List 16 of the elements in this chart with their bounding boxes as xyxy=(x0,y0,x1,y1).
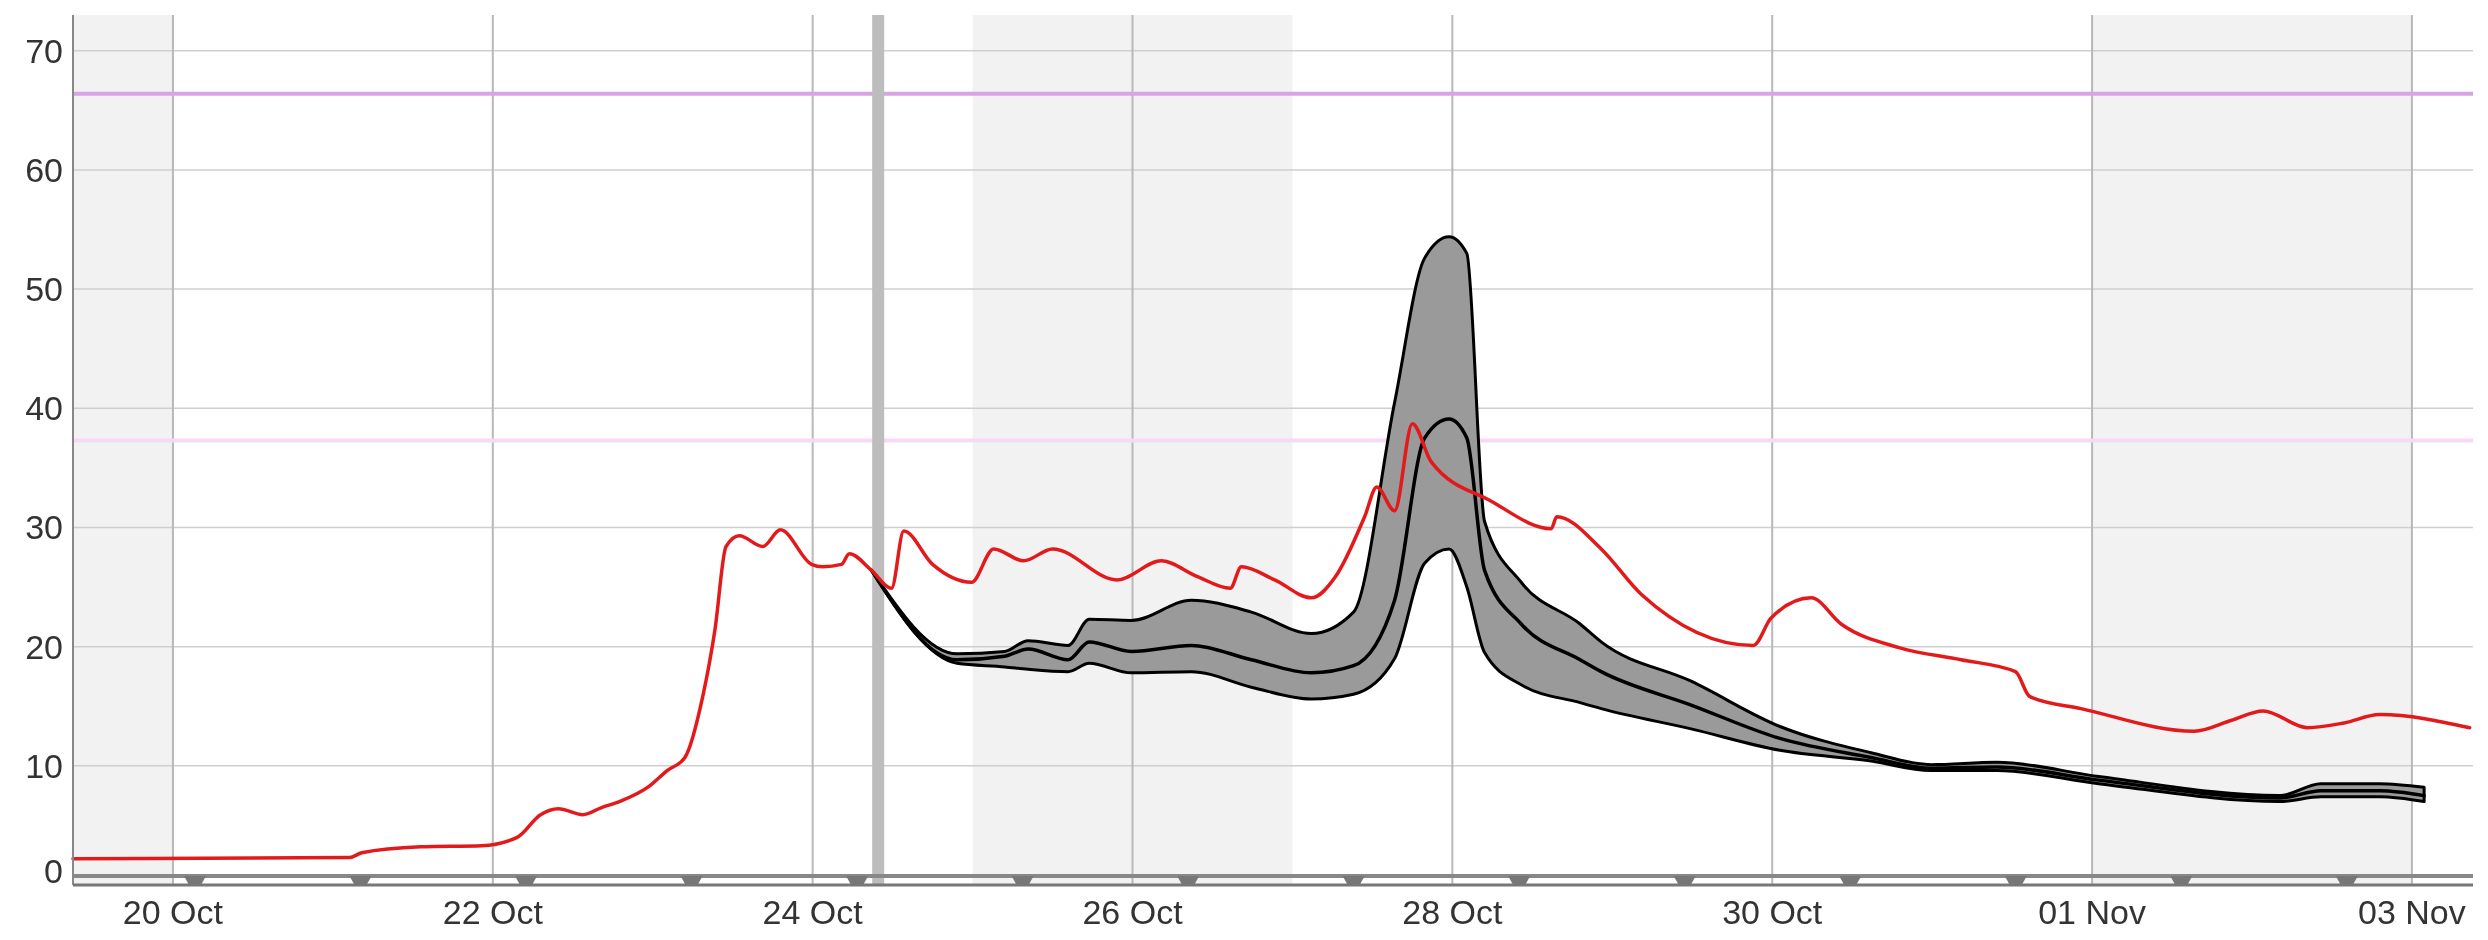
x-tick-label: 30 Oct xyxy=(1722,893,1823,931)
y-tick-label: 10 xyxy=(25,746,63,785)
x-tick-label: 28 Oct xyxy=(1402,893,1503,931)
x-tick-label: 03 Nov xyxy=(2358,893,2466,931)
y-tick-label: 70 xyxy=(25,31,63,70)
y-tick-label: 50 xyxy=(25,270,63,309)
y-tick-label: 0 xyxy=(44,851,63,890)
x-tick-label: 24 Oct xyxy=(762,893,864,931)
x-tick-label: 01 Nov xyxy=(2038,893,2146,931)
x-tick-label: 22 Oct xyxy=(442,893,544,931)
y-tick-label: 60 xyxy=(25,150,63,189)
y-tick-label: 40 xyxy=(25,389,63,428)
x-tick-label: 26 Oct xyxy=(1082,893,1184,931)
x-tick-label: 20 Oct xyxy=(122,893,224,931)
y-tick-label: 20 xyxy=(25,627,63,666)
y-tick-label: 30 xyxy=(25,508,63,547)
